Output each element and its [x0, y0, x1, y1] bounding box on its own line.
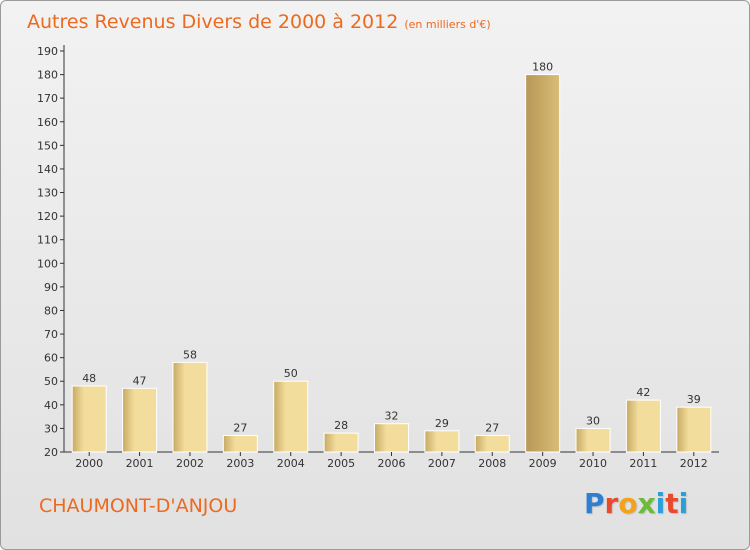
bar: [575, 427, 611, 453]
place-name: CHAUMONT-D'ANJOU: [39, 495, 238, 517]
y-tick-label: 60: [44, 352, 58, 365]
y-tick-label: 170: [37, 92, 58, 105]
x-tick-label: 2004: [277, 457, 305, 470]
y-tick-label: 20: [44, 446, 58, 459]
bar: [222, 434, 258, 453]
bar: [676, 406, 712, 453]
proxiti-logo: Proxiti: [584, 487, 689, 520]
bar: [625, 399, 661, 453]
y-tick-label: 190: [37, 45, 58, 58]
data-label: 30: [586, 414, 600, 427]
bar: [273, 380, 309, 453]
y-tick-label: 160: [37, 116, 58, 129]
y-tick-label: 70: [44, 328, 58, 341]
bar: [172, 361, 208, 453]
x-tick-label: 2003: [226, 457, 254, 470]
x-tick-label: 2000: [75, 457, 103, 470]
y-tick-label: 30: [44, 422, 58, 435]
data-label: 39: [687, 393, 701, 406]
y-tick-label: 90: [44, 281, 58, 294]
x-tick-label: 2008: [478, 457, 506, 470]
y-tick-label: 110: [37, 234, 58, 247]
x-tick-label: 2009: [529, 457, 557, 470]
data-label: 50: [284, 367, 298, 380]
x-tick-label: 2001: [126, 457, 154, 470]
bar: [424, 430, 460, 453]
x-tick-label: 2011: [629, 457, 657, 470]
data-label: 48: [82, 372, 96, 385]
data-label: 32: [385, 410, 399, 423]
data-label: 27: [233, 421, 247, 434]
y-tick-label: 150: [37, 139, 58, 152]
data-label: 180: [532, 61, 553, 74]
y-tick-label: 140: [37, 163, 58, 176]
bar: [122, 387, 158, 453]
y-tick-label: 50: [44, 375, 58, 388]
x-tick-label: 2010: [579, 457, 607, 470]
chart-unit-label: (en milliers d'€): [404, 18, 491, 31]
data-label: 28: [334, 419, 348, 432]
bar: [525, 74, 561, 453]
data-label: 27: [485, 421, 499, 434]
y-tick-label: 120: [37, 210, 58, 223]
data-label: 58: [183, 348, 197, 361]
y-tick-label: 80: [44, 304, 58, 317]
x-tick-label: 2012: [680, 457, 708, 470]
x-tick-label: 2002: [176, 457, 204, 470]
bar: [323, 432, 359, 453]
chart-title-text: Autres Revenus Divers de 2000 à 2012: [27, 11, 399, 33]
bar: [71, 385, 107, 453]
y-tick-label: 130: [37, 187, 58, 200]
y-tick-label: 180: [37, 69, 58, 82]
y-tick-label: 100: [37, 257, 58, 270]
x-tick-label: 2006: [378, 457, 406, 470]
bar: [474, 434, 510, 453]
y-tick-label: 40: [44, 399, 58, 412]
data-label: 47: [133, 374, 147, 387]
x-tick-label: 2005: [327, 457, 355, 470]
data-label: 42: [636, 386, 650, 399]
x-tick-label: 2007: [428, 457, 456, 470]
chart-title: Autres Revenus Divers de 2000 à 2012 (en …: [27, 11, 491, 33]
bar: [374, 423, 409, 453]
data-label: 29: [435, 417, 449, 430]
